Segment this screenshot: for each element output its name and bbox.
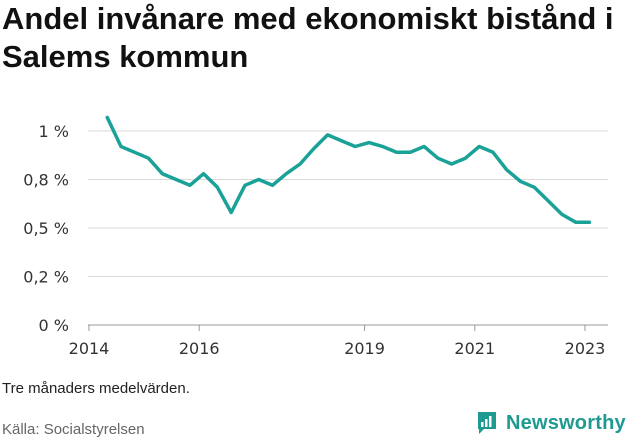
data-point: [285, 172, 288, 175]
data-point: [119, 145, 122, 148]
data-point: [257, 178, 260, 181]
data-point: [574, 221, 577, 224]
y-tick-label: 0,5 %: [23, 219, 69, 238]
x-tick-label: 2023: [565, 339, 606, 358]
gridlines: [88, 130, 608, 277]
data-point: [188, 184, 191, 187]
series-group: [105, 115, 592, 224]
y-tick-label: 0,2 %: [23, 268, 69, 287]
y-axis-ticks: 0 % 0,2 % 0,5 % 0,8 % 1 %: [23, 122, 69, 335]
data-point: [271, 184, 274, 187]
data-point: [299, 162, 302, 165]
chart-note: Tre månaders medelvärden.: [2, 380, 190, 397]
data-point: [436, 157, 439, 160]
source-text: Källa: Socialstyrelsen: [2, 421, 145, 438]
x-axis: 2014 2016 2019 2021 2023: [69, 324, 608, 358]
brand-logo: Newsworthy: [476, 409, 626, 437]
x-tick-label: 2014: [69, 339, 110, 358]
data-point: [588, 221, 591, 224]
x-tick-label: 2021: [454, 339, 495, 358]
newsworthy-icon: [478, 412, 496, 434]
data-point: [367, 141, 370, 144]
data-point: [216, 186, 219, 189]
y-tick-label: 0,8 %: [23, 171, 69, 190]
data-point: [340, 139, 343, 142]
brand-name: Newsworthy: [506, 411, 626, 434]
data-point: [312, 147, 315, 150]
data-point: [464, 157, 467, 160]
line-chart: 0 %0,2 %0,5 %0,8 %1 % 2014 2016 2019 2021 20…: [23, 115, 608, 358]
data-point: [478, 145, 481, 148]
y-tick-label: 1 %: [39, 122, 69, 141]
data-point: [533, 186, 536, 189]
y-tick-label: 0 %: [39, 316, 69, 335]
data-point: [505, 168, 508, 171]
data-point: [175, 178, 178, 181]
data-point: [326, 133, 329, 136]
data-point: [243, 184, 246, 187]
data-point: [519, 180, 522, 183]
data-point: [106, 116, 109, 119]
data-point: [147, 157, 150, 160]
data-point: [560, 213, 563, 216]
data-point: [354, 145, 357, 148]
x-tick-label: 2016: [179, 339, 220, 358]
data-point: [202, 172, 205, 175]
data-point: [547, 199, 550, 202]
chart-title: Andel invånare med ekonomiskt bistånd i …: [2, 1, 614, 74]
data-point: [423, 145, 426, 148]
data-point: [409, 151, 412, 154]
data-point: [161, 172, 164, 175]
data-point: [230, 211, 233, 214]
data-point: [133, 151, 136, 154]
x-tick-label: 2019: [344, 339, 385, 358]
data-point: [381, 145, 384, 148]
series-line: [105, 115, 592, 224]
data-point: [450, 162, 453, 165]
data-point: [395, 151, 398, 154]
data-point: [491, 151, 494, 154]
